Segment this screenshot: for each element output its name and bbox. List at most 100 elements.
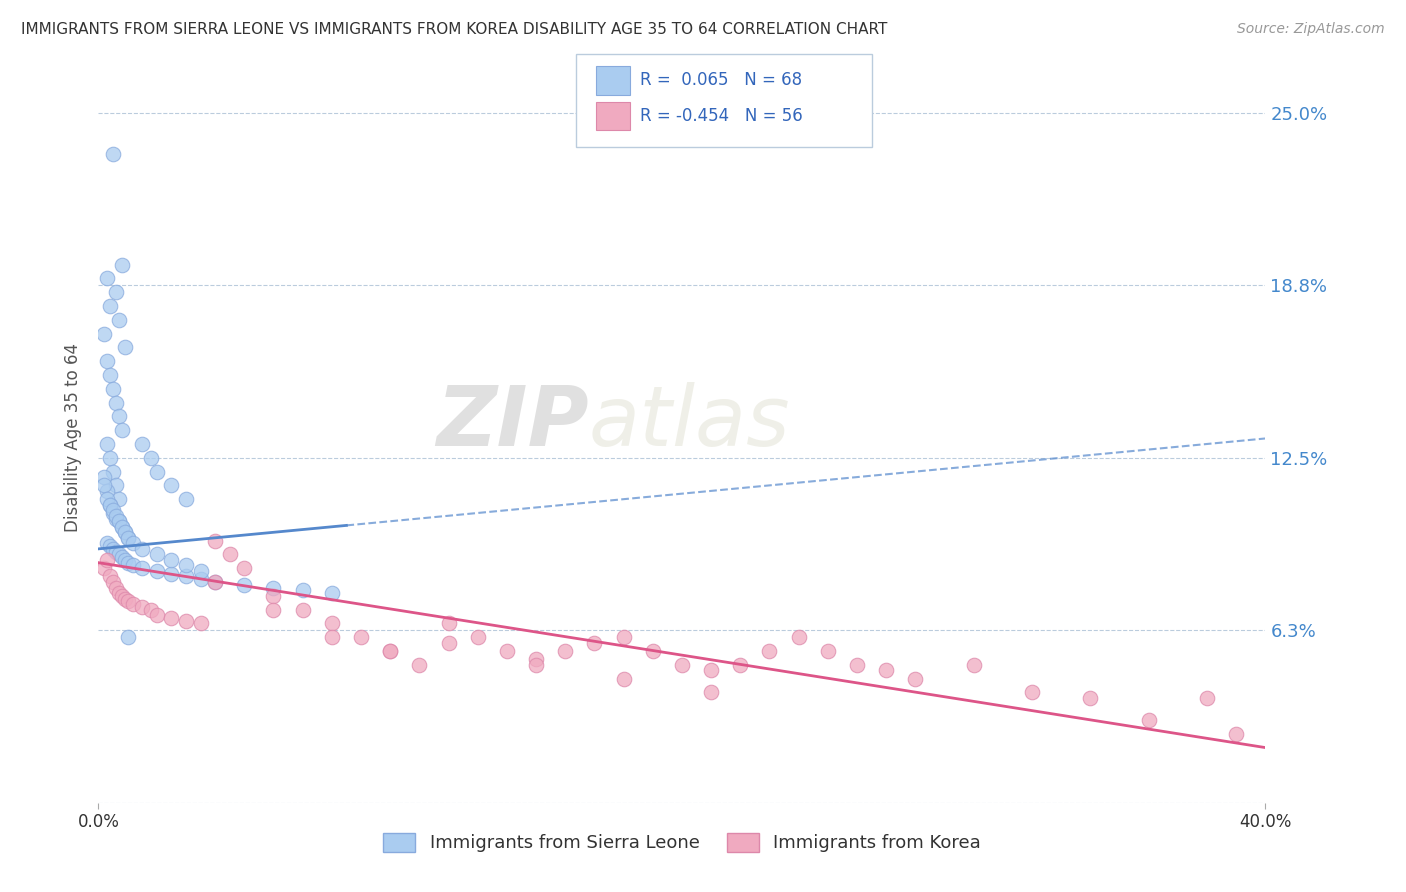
Point [350,630,373,644]
Point [204,574,226,589]
Point [111,589,134,603]
Point [117,630,139,644]
Point [98,539,121,553]
Point [104,508,127,523]
Point [233,561,256,575]
Point [111,550,134,565]
Y-axis label: Disability Age 35 to 64: Disability Age 35 to 64 [65,343,83,532]
Point [96,437,118,451]
Point [218,548,240,562]
Point [114,525,136,540]
Point [101,506,124,520]
Point [108,409,131,424]
Point [131,541,153,556]
Point [174,558,197,573]
Point [321,586,343,600]
Point [101,574,124,589]
Point [114,553,136,567]
Point [321,630,343,644]
Point [111,258,134,272]
Point [174,492,197,507]
Point [962,657,984,672]
Point [190,616,212,631]
Point [104,478,127,492]
Point [93,478,115,492]
Point [104,285,127,300]
Point [131,437,153,451]
Point [111,520,134,534]
Point [108,514,131,528]
Point [671,657,693,672]
Point [1080,690,1102,705]
Point [1137,713,1160,727]
Point [96,536,118,550]
Point [233,578,256,592]
Point [160,566,183,581]
Point [612,672,634,686]
Point [204,574,226,589]
Point [93,470,115,484]
Point [131,561,153,575]
Point [93,326,115,341]
Point [131,599,153,614]
Point [104,395,127,409]
Point [98,498,121,512]
Legend: Immigrants from Sierra Leone, Immigrants from Korea: Immigrants from Sierra Leone, Immigrants… [375,826,988,860]
Point [101,382,124,396]
Point [730,657,752,672]
Point [108,492,131,507]
Point [160,478,183,492]
Point [700,685,723,699]
Point [104,511,127,525]
Point [146,465,169,479]
Point [174,569,197,583]
Point [114,340,136,354]
Point [583,636,606,650]
Point [96,483,118,498]
Point [122,558,145,573]
Point [787,630,810,644]
Point [101,465,124,479]
Point [1021,685,1043,699]
Point [817,644,839,658]
Point [321,616,343,631]
Point [291,602,314,616]
Text: Source: ZipAtlas.com: Source: ZipAtlas.com [1237,22,1385,37]
Point [160,611,183,625]
Point [160,553,183,567]
Point [96,354,118,368]
Point [524,657,547,672]
Point [104,581,127,595]
Point [96,553,118,567]
Point [117,594,139,608]
Point [408,657,430,672]
Point [291,583,314,598]
Point [139,602,162,616]
Point [146,608,169,623]
Point [104,544,127,558]
Text: atlas: atlas [589,382,790,463]
Point [101,147,124,161]
Point [98,450,121,465]
Point [122,597,145,611]
Point [146,548,169,562]
Point [700,663,723,677]
Point [174,614,197,628]
Point [875,663,897,677]
Point [98,498,121,512]
Point [904,672,927,686]
Point [108,586,131,600]
Point [437,616,460,631]
Point [1195,690,1218,705]
Point [1225,727,1247,741]
Point [117,531,139,545]
Point [101,541,124,556]
Point [98,569,121,583]
Point [139,450,162,465]
Point [111,520,134,534]
Point [496,644,519,658]
Point [114,591,136,606]
Point [554,644,576,658]
Point [111,423,134,437]
Point [846,657,869,672]
